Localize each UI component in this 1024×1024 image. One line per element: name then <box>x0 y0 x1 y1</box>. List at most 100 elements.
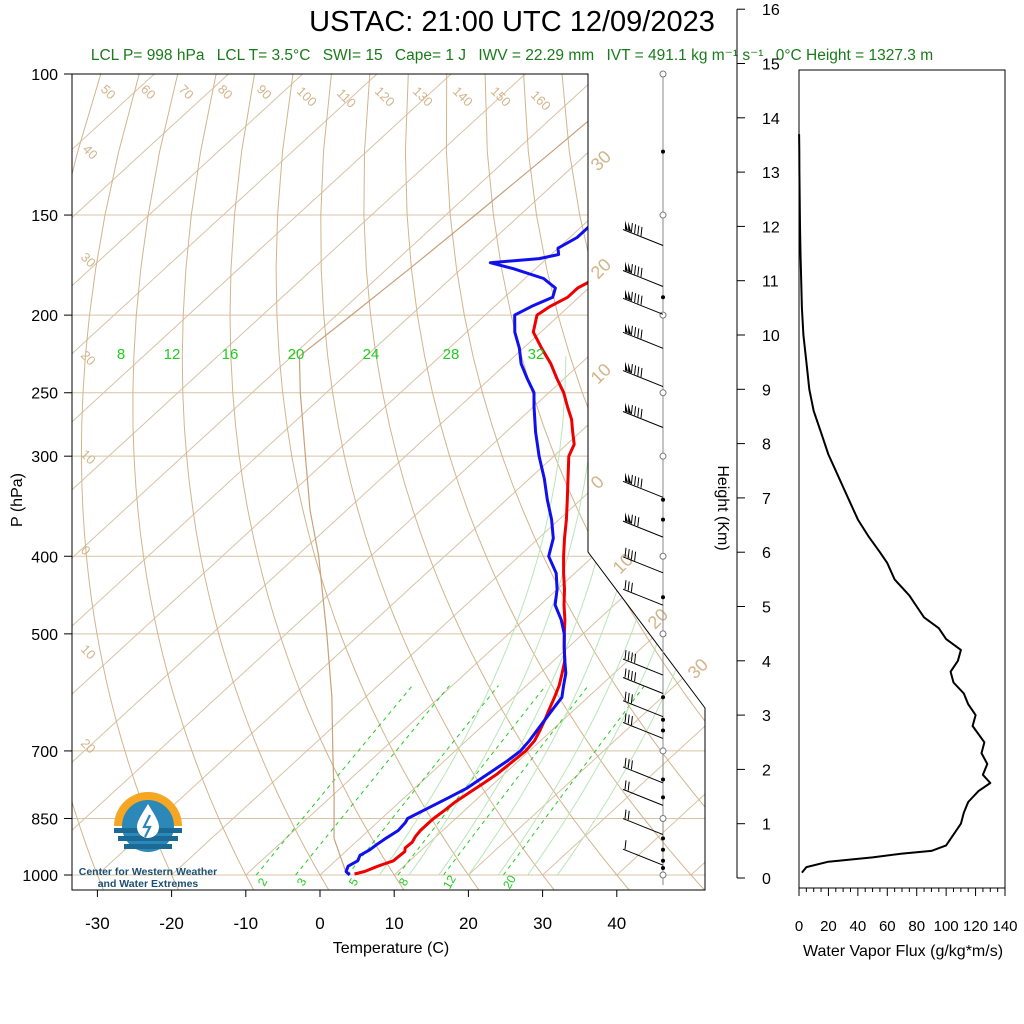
isotherm <box>171 74 705 876</box>
wind-barb-tick <box>630 405 633 415</box>
wind-barb-tick <box>637 294 640 304</box>
wind-barb-tick <box>634 476 637 486</box>
wind-barb-tick <box>634 515 637 526</box>
dry-adiabat <box>599 74 705 890</box>
flux-axis-title: Water Vapor Flux (g/kg*m/s) <box>803 943 1003 960</box>
wind-barb-tick <box>630 364 633 374</box>
wind-dot <box>661 795 665 800</box>
isotherm <box>245 74 705 876</box>
wind-barb-tick <box>630 291 633 301</box>
y-tick-label: 300 <box>31 449 58 466</box>
x-tick-label: -10 <box>234 914 259 933</box>
mixing-ratio-line <box>295 685 450 876</box>
wind-barb-tick <box>637 366 640 376</box>
wind-barb-tick <box>624 809 627 819</box>
dry-adiabat <box>80 74 180 890</box>
flux-tick-label: 40 <box>850 918 867 935</box>
mixing-ratio-line <box>397 685 547 876</box>
y-tick-label: 850 <box>31 811 58 828</box>
flux-tick-label: 140 <box>992 918 1017 935</box>
dry-adiabat-label: 70 <box>176 82 197 103</box>
wind-dot <box>661 728 665 733</box>
wind-barb-tick <box>634 653 637 663</box>
isotherm <box>616 74 705 876</box>
wind-barb-tick <box>640 295 643 305</box>
dry-adiabat <box>181 74 331 890</box>
freezing-height-stat: 0°C Height = 1327.3 m <box>775 47 934 64</box>
wind-barb-tick <box>634 327 637 337</box>
mixing-ratio-line <box>255 685 413 876</box>
isotherm <box>72 74 229 876</box>
wind-barb-tick <box>637 225 640 235</box>
wind-barb-flag <box>625 220 628 231</box>
wind-barb-tick <box>634 672 637 682</box>
cw3e-logo <box>114 792 182 852</box>
height-tick-label: 11 <box>762 274 779 291</box>
wind-barb-tick <box>630 652 633 662</box>
dry-adiabat-label: 100 <box>294 84 320 110</box>
isotherm <box>542 74 705 876</box>
dry-adiabat <box>229 74 406 890</box>
wind-barb-tick <box>624 757 627 767</box>
flux-profile <box>798 134 992 874</box>
mixing-ratio-label: 12 <box>164 346 181 363</box>
wind-barb-flag <box>628 473 632 484</box>
mixing-ratio-label: 12 <box>440 872 459 891</box>
dry-adiabat <box>754 74 1024 892</box>
wind-barb <box>622 411 664 428</box>
mixing-ratio-label: 28 <box>443 346 460 363</box>
isotherm <box>72 74 452 876</box>
flux-panel-frame <box>798 69 1006 889</box>
wind-dot <box>661 717 665 722</box>
y-tick-label: 400 <box>31 549 58 566</box>
dry-adiabat <box>908 74 1024 892</box>
isotherm <box>468 74 705 876</box>
height-tick-label: 9 <box>762 382 771 399</box>
height-tick-label: 8 <box>762 437 771 454</box>
skew-t-frame <box>71 73 706 891</box>
logo-line-1: Center for Western Weather <box>78 866 218 878</box>
wind-barb-tick <box>624 780 627 790</box>
isotherm <box>72 74 705 876</box>
flux-tick-label: 120 <box>963 918 988 935</box>
calm-circle <box>659 452 667 460</box>
dry-adiabat <box>72 74 105 890</box>
wind-barb-flag <box>628 221 632 232</box>
wind-dot <box>661 517 665 522</box>
temperature-profile <box>354 213 705 876</box>
isotherm <box>690 74 705 876</box>
wind-dot <box>661 858 665 863</box>
dry-adiabat-label: 140 <box>450 84 476 110</box>
isotherm <box>72 74 705 876</box>
x-tick-label: -20 <box>159 914 184 933</box>
mixing-ratio-label: 3 <box>294 875 310 888</box>
chart-title: USTAC: 21:00 UTC 12/09/2023 <box>309 6 715 38</box>
wind-dot <box>661 695 665 700</box>
isotherm <box>72 74 304 876</box>
dry-adiabat-label: 120 <box>372 84 398 110</box>
wind-barb-flag <box>628 362 632 373</box>
mixing-ratio-line <box>502 685 645 876</box>
wind-barb-tick <box>637 266 640 276</box>
wind-barb <box>622 556 664 574</box>
mixing-ratio-label: 20 <box>288 346 305 363</box>
calm-circle <box>659 814 667 822</box>
wind-barb-tick <box>624 668 627 678</box>
wind-barb <box>622 520 664 538</box>
wind-barb-flag <box>625 361 628 372</box>
dry-adiabat <box>831 74 1024 892</box>
wind-dot <box>661 777 665 782</box>
wind-barb <box>622 677 664 694</box>
parcel-path <box>298 74 645 875</box>
dry-adiabat-label: 160 <box>528 88 554 114</box>
wind-barb <box>622 480 664 498</box>
y-tick-label: 1000 <box>22 868 58 885</box>
wind-barb-tick <box>634 406 637 416</box>
dry-adiabat-label-right: 30 <box>587 147 615 175</box>
dry-adiabat-label: 50 <box>98 82 119 103</box>
mixing-ratio-line <box>347 685 499 876</box>
x-tick-label: -30 <box>85 914 110 933</box>
calm-circle <box>659 70 667 78</box>
wind-barb-tick <box>640 367 643 378</box>
wind-barb-tick <box>630 671 633 681</box>
